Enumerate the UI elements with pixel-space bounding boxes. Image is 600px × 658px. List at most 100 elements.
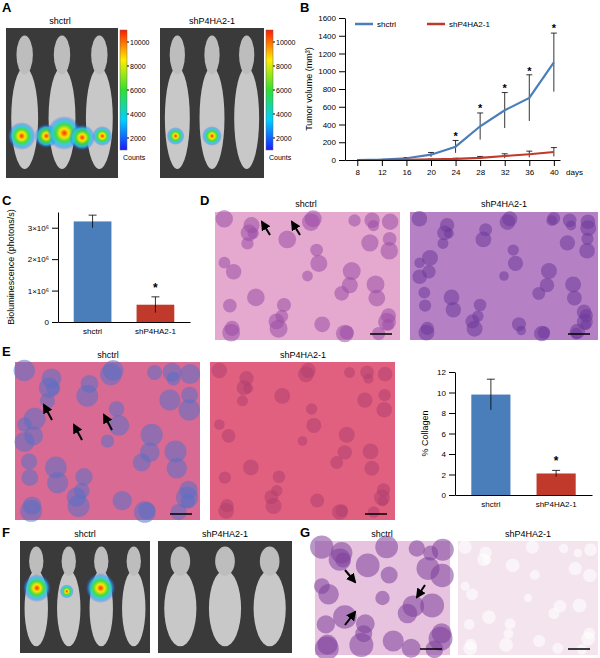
tissue	[577, 305, 592, 320]
mouse	[122, 570, 145, 646]
tissue	[278, 231, 296, 249]
tissue	[274, 388, 290, 404]
tissue	[335, 552, 350, 567]
annotation: *	[527, 65, 532, 77]
tick-mark	[449, 372, 455, 373]
caption: shP4HA2-1	[481, 199, 527, 209]
error-bar	[151, 297, 159, 313]
tissue	[211, 363, 227, 379]
tissue	[376, 402, 392, 418]
axis-title: days	[566, 168, 583, 177]
tissue	[377, 483, 390, 496]
tissue	[574, 549, 583, 558]
tissue	[375, 536, 398, 559]
tissue	[159, 390, 180, 411]
histology	[15, 362, 200, 520]
tissue	[444, 228, 454, 238]
tick-label: 4000	[130, 111, 146, 118]
tissue	[383, 630, 404, 651]
mouse-head	[215, 547, 235, 576]
tick: shctrl	[83, 322, 102, 336]
tissue	[364, 213, 379, 228]
tissue	[382, 214, 398, 230]
tissue	[310, 494, 324, 508]
caption: shP4HA2-1	[202, 529, 248, 539]
tick-label: 6000	[276, 87, 292, 94]
scale-bar	[170, 513, 192, 515]
tissue	[80, 375, 98, 393]
tick-label: 24	[452, 168, 461, 177]
tissue	[101, 434, 114, 447]
tick-label: shP4HA2-1	[135, 327, 176, 336]
tick-label: shP4HA2-1	[536, 500, 577, 509]
tick: 0	[332, 156, 345, 165]
panel-e: EshctrlshP4HA2-1	[2, 344, 395, 523]
tick-mark	[456, 160, 457, 166]
mouse-head	[62, 547, 76, 576]
chart-1: CshctrlshP4HA2-101×10⁶2×10⁶3×10⁶Biolumin…	[2, 193, 191, 336]
mouse-head	[91, 36, 107, 75]
tissue	[379, 389, 391, 401]
tissue	[565, 276, 581, 292]
tick-label: 0	[45, 318, 50, 327]
tick-label: 400	[323, 121, 337, 130]
tissue	[181, 387, 198, 404]
axis: shctrl shP4HA2-1	[59, 322, 191, 336]
axis: 81216202428323640	[346, 160, 561, 177]
tick: 3×10⁶	[28, 224, 58, 233]
tissue	[239, 371, 253, 385]
tick-mark	[127, 114, 129, 115]
tick: 0	[45, 318, 58, 327]
photo	[160, 28, 264, 178]
tissue	[219, 471, 231, 483]
arrow	[345, 612, 355, 625]
caption: shctrl	[295, 199, 317, 209]
tick: 32	[501, 160, 510, 177]
tissue	[47, 472, 68, 493]
axis-line	[345, 19, 346, 161]
tick-label: 2000	[276, 135, 292, 142]
tissue	[298, 436, 308, 446]
tick: 1000	[318, 67, 345, 76]
tissue	[181, 494, 195, 508]
panel-a: AshctrlshP4HA2-1200040006000800010000Cou…	[2, 0, 296, 178]
tick: 2×10⁶	[28, 255, 58, 264]
mouse	[209, 570, 241, 646]
tissue	[214, 419, 224, 429]
tick-label: 28	[476, 168, 485, 177]
tick-mark	[357, 160, 358, 166]
tissue	[344, 367, 355, 378]
caption: shP4HA2-1	[189, 16, 235, 26]
tick-label: 1400	[318, 32, 336, 41]
scale-bar	[365, 513, 387, 515]
signal	[202, 126, 222, 146]
tick-mark	[339, 71, 345, 72]
colorbar-title: Counts	[123, 154, 146, 161]
tick: 4	[442, 450, 455, 459]
panel-label: F	[2, 525, 10, 540]
tick-mark	[127, 138, 129, 139]
mouse	[164, 570, 196, 646]
tick-label: 200	[323, 138, 337, 147]
tissue	[167, 458, 188, 479]
tissue	[302, 271, 313, 282]
arrow	[44, 405, 52, 420]
scale-bar	[568, 648, 590, 650]
tissue	[264, 490, 278, 504]
tick: 36	[525, 160, 534, 177]
tissue	[356, 614, 375, 633]
figure: AshctrlshP4HA2-1200040006000800010000Cou…	[0, 0, 600, 658]
tissue	[241, 237, 253, 249]
axis: 024681012	[437, 368, 455, 500]
tick-mark	[529, 160, 530, 166]
tissue	[567, 291, 582, 306]
tick-mark	[273, 66, 275, 67]
tick: 1×10⁶	[28, 287, 58, 296]
colorbar-title: Counts	[269, 154, 292, 161]
tissue	[273, 470, 286, 483]
panel-label: A	[2, 0, 12, 15]
tick-label: 2×10⁶	[28, 255, 49, 264]
tissue	[419, 300, 431, 312]
tissue	[180, 364, 200, 384]
axis-line	[346, 160, 561, 161]
